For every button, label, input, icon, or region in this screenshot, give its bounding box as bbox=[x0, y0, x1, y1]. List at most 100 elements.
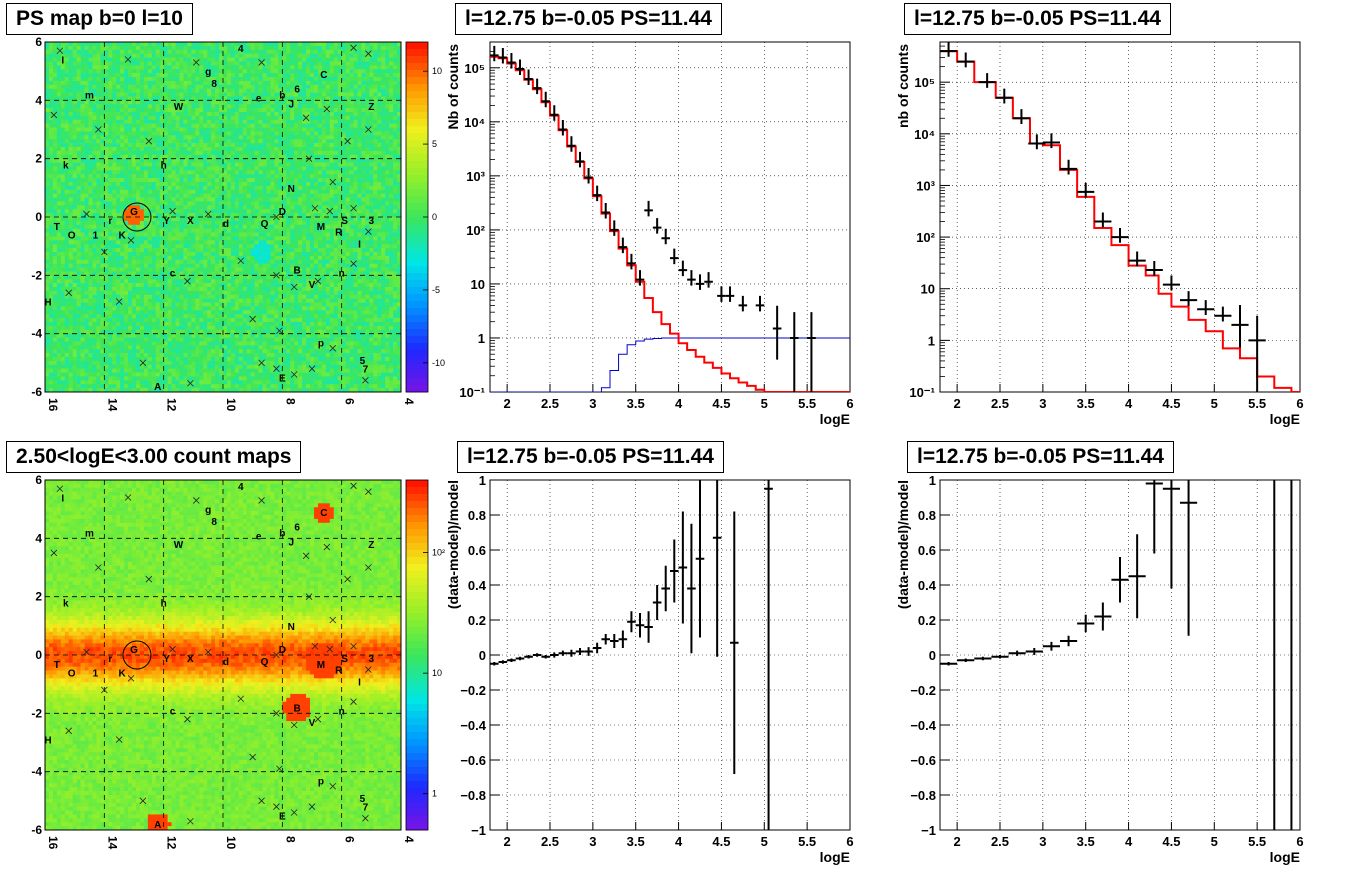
map-pixel bbox=[139, 298, 145, 303]
map-pixel bbox=[52, 384, 58, 389]
map-pixel bbox=[207, 182, 212, 187]
map-pixel bbox=[167, 166, 172, 171]
map-pixel bbox=[230, 166, 236, 171]
map-pixel bbox=[175, 333, 180, 338]
map-pixel bbox=[163, 353, 168, 358]
map-pixel bbox=[104, 150, 109, 156]
map-pixel bbox=[230, 61, 236, 66]
map-pixel bbox=[52, 209, 58, 214]
map-pixel bbox=[215, 287, 220, 292]
map-pixel bbox=[104, 376, 109, 381]
map-pixel bbox=[187, 123, 192, 128]
map-pixel bbox=[104, 166, 109, 171]
map-pixel bbox=[219, 162, 224, 167]
map-pixel bbox=[84, 131, 89, 136]
map-pixel bbox=[163, 119, 168, 124]
map-pixel bbox=[108, 112, 113, 117]
map-pixel bbox=[104, 318, 109, 323]
map-pixel bbox=[45, 322, 50, 327]
map-pixel bbox=[175, 275, 180, 280]
map-pixel bbox=[104, 217, 109, 222]
map-pixel bbox=[96, 112, 101, 117]
map-pixel bbox=[139, 310, 145, 315]
map-pixel bbox=[52, 252, 58, 257]
map-pixel bbox=[179, 213, 184, 218]
map-pixel bbox=[223, 57, 228, 62]
map-pixel bbox=[254, 96, 259, 101]
map-pixel bbox=[116, 314, 121, 319]
map-pixel bbox=[226, 388, 232, 393]
map-pixel bbox=[187, 201, 192, 206]
map-pixel bbox=[88, 104, 93, 109]
map-pixel bbox=[219, 232, 224, 237]
map-pixel bbox=[230, 42, 236, 47]
map-pixel bbox=[191, 185, 196, 191]
map-pixel bbox=[195, 255, 200, 261]
map-pixel bbox=[211, 185, 216, 191]
map-pixel bbox=[139, 205, 145, 210]
map-pixel bbox=[219, 88, 224, 93]
map-pixel bbox=[147, 178, 153, 183]
map-pixel bbox=[143, 236, 149, 241]
map-pixel bbox=[128, 333, 133, 338]
map-pixel bbox=[80, 244, 85, 249]
map-pixel bbox=[246, 364, 251, 369]
map-pixel bbox=[120, 220, 125, 226]
map-pixel bbox=[68, 61, 73, 66]
map-pixel bbox=[132, 376, 137, 381]
map-pixel bbox=[167, 135, 172, 140]
map-pixel bbox=[139, 154, 145, 159]
map-pixel bbox=[68, 147, 73, 152]
map-pixel bbox=[45, 189, 50, 194]
map-pixel bbox=[112, 104, 117, 109]
map-pixel bbox=[52, 318, 58, 323]
map-pixel bbox=[80, 185, 85, 191]
map-pixel bbox=[72, 69, 77, 74]
map-pixel bbox=[258, 279, 263, 284]
map-pixel bbox=[171, 341, 176, 346]
map-pixel bbox=[88, 205, 93, 210]
map-pixel bbox=[92, 182, 97, 187]
map-pixel bbox=[112, 158, 117, 163]
map-pixel bbox=[108, 174, 113, 179]
map-pixel bbox=[143, 150, 149, 156]
map-pixel bbox=[242, 119, 248, 124]
map-pixel bbox=[151, 287, 157, 292]
map-pixel bbox=[48, 92, 54, 97]
map-pixel bbox=[211, 88, 216, 93]
map-pixel bbox=[132, 182, 137, 187]
map-pixel bbox=[175, 325, 180, 331]
map-pixel bbox=[199, 325, 204, 331]
map-pixel bbox=[147, 119, 153, 124]
map-pixel bbox=[246, 178, 251, 183]
map-pixel bbox=[250, 205, 255, 210]
map-pixel bbox=[56, 357, 62, 362]
map-pixel bbox=[132, 143, 137, 148]
map-pixel bbox=[211, 77, 216, 82]
map-pixel bbox=[100, 298, 105, 303]
map-pixel bbox=[234, 73, 240, 78]
map-pixel bbox=[203, 170, 208, 175]
map-pixel bbox=[163, 104, 168, 109]
map-pixel bbox=[258, 384, 263, 389]
map-pixel bbox=[151, 69, 157, 74]
map-pixel bbox=[230, 259, 236, 264]
map-pixel bbox=[195, 73, 200, 78]
map-pixel bbox=[112, 360, 117, 366]
map-pixel bbox=[238, 259, 244, 264]
map-pixel bbox=[238, 115, 244, 121]
map-pixel bbox=[187, 290, 192, 296]
map-pixel bbox=[234, 228, 240, 233]
map-pixel bbox=[226, 162, 232, 167]
map-pixel bbox=[132, 84, 137, 89]
map-pixel bbox=[226, 337, 232, 342]
map-pixel bbox=[167, 236, 172, 241]
map-pixel bbox=[191, 329, 196, 334]
map-pixel bbox=[84, 322, 89, 327]
map-pixel bbox=[128, 213, 133, 218]
map-pixel bbox=[139, 322, 145, 327]
map-pixel bbox=[171, 182, 176, 187]
map-pixel bbox=[100, 368, 105, 373]
map-pixel bbox=[151, 318, 157, 323]
map-pixel bbox=[96, 174, 101, 179]
